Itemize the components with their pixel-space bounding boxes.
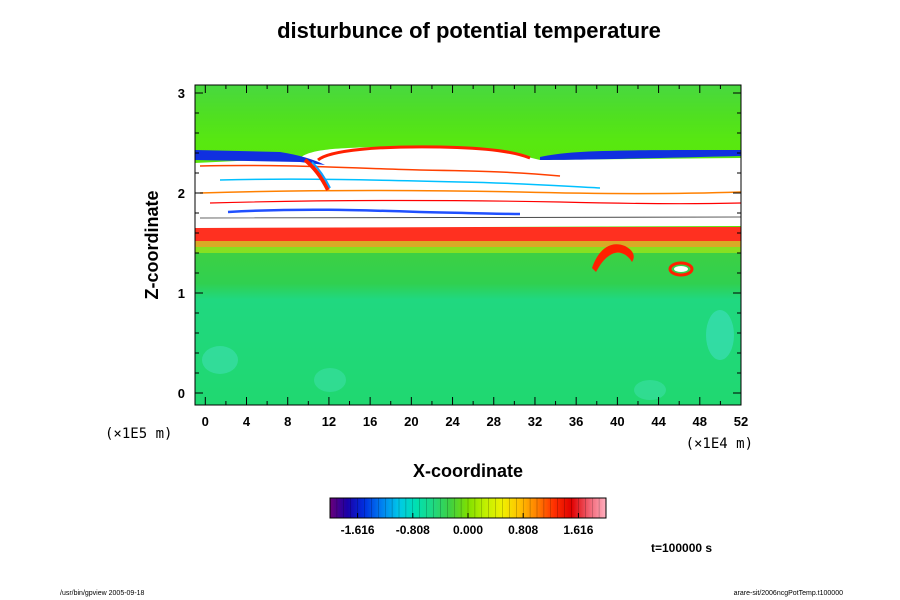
y-tick-label: 1 xyxy=(178,286,185,301)
x-tick-label: 12 xyxy=(322,414,336,429)
cool-patch xyxy=(314,368,346,392)
plot-area xyxy=(195,85,741,405)
y-tick-label: 2 xyxy=(178,186,185,201)
colorbar-tick-label: 1.616 xyxy=(563,523,593,537)
x-tick-label: 28 xyxy=(487,414,501,429)
x-tick-label: 0 xyxy=(202,414,209,429)
y-axis-ticks: 0 1 2 3 xyxy=(178,86,741,401)
warm-ring-core xyxy=(674,266,688,272)
warm-ring xyxy=(668,261,694,277)
cool-patch xyxy=(634,380,666,400)
warm-band xyxy=(195,227,741,241)
streak xyxy=(199,164,561,177)
x-tick-label: 20 xyxy=(404,414,418,429)
y-tick-label: 3 xyxy=(178,86,185,101)
plume xyxy=(303,158,330,191)
plume xyxy=(311,161,331,189)
x-tick-label: 24 xyxy=(445,414,460,429)
red-cap xyxy=(317,145,531,162)
streak xyxy=(219,178,601,189)
chart-title: disturbunce of potential temperature xyxy=(277,18,661,43)
streak xyxy=(227,208,521,216)
y-axis-unit: (×1E5 m) xyxy=(105,426,172,442)
colorbar-tick-label: -1.616 xyxy=(341,523,375,537)
blue-lens-left xyxy=(195,150,325,165)
footer-left: /usr/bin/gpview 2005-09-18 xyxy=(60,590,145,597)
warm-hook xyxy=(592,244,634,272)
x-axis-unit: (×1E4 m) xyxy=(686,436,753,452)
blue-lens-right xyxy=(540,150,741,160)
colorbar-tick-label: -0.808 xyxy=(396,523,430,537)
x-axis-label: X-coordinate xyxy=(413,461,523,481)
x-tick-label: 16 xyxy=(363,414,377,429)
x-tick-label: 36 xyxy=(569,414,583,429)
streak xyxy=(199,189,741,195)
cool-patch xyxy=(202,346,238,374)
warm-band-edge xyxy=(195,241,741,247)
x-tick-label: 32 xyxy=(528,414,542,429)
y-tick-label: 0 xyxy=(178,386,185,401)
colorbar-tick-label: 0.000 xyxy=(453,523,483,537)
x-tick-label: 52 xyxy=(734,414,748,429)
cool-patch xyxy=(706,310,734,360)
plot-frame xyxy=(194,84,742,406)
warm-band-fringe xyxy=(195,247,741,253)
x-tick-label: 4 xyxy=(243,414,251,429)
colorbar-tick-label: 0.808 xyxy=(508,523,538,537)
x-tick-label: 44 xyxy=(651,414,666,429)
footer-right: arare-sit/2006ncgPotTemp.t100000 xyxy=(734,590,843,597)
x-tick-label: 8 xyxy=(284,414,291,429)
x-tick-label: 40 xyxy=(610,414,624,429)
colorbar-ticks: -1.616 -0.808 0.000 0.808 1.616 xyxy=(341,513,594,537)
y-axis-label: Z-coordinate xyxy=(142,190,162,299)
colorbar: -1.616 -0.808 0.000 0.808 1.616 xyxy=(329,497,607,537)
x-tick-label: 48 xyxy=(693,414,707,429)
streak xyxy=(209,200,741,205)
time-label: t=100000 s xyxy=(651,541,712,555)
x-axis-ticks: 0 4 8 12 16 20 24 28 32 36 40 44 48 52 xyxy=(202,85,748,429)
